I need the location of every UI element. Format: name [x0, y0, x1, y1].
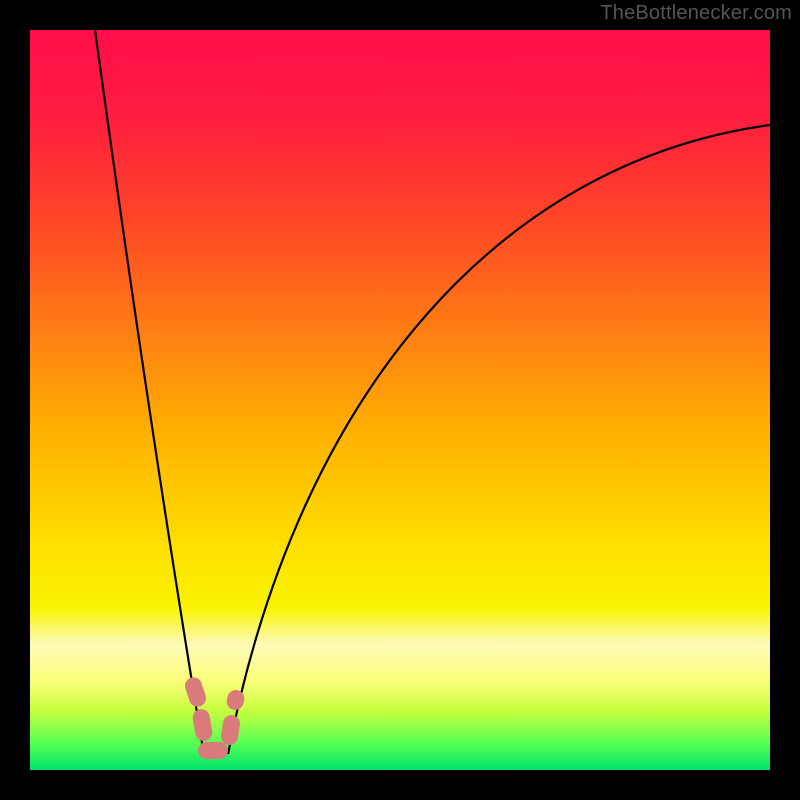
gradient-background: [30, 30, 770, 770]
chart-frame: TheBottlenecker.com: [0, 0, 800, 800]
marker-2: [198, 742, 228, 759]
plot-area: [30, 30, 770, 770]
watermark-text: TheBottlenecker.com: [600, 2, 792, 25]
